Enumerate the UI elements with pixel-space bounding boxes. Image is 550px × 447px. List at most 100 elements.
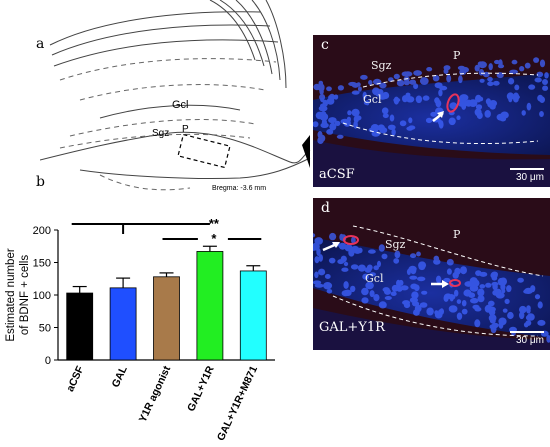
cell-nucleus	[419, 302, 428, 308]
y-tick-label: 200	[33, 225, 51, 237]
cell-nucleus	[514, 84, 520, 91]
cell-nucleus	[341, 267, 349, 272]
cell-nucleus	[393, 97, 401, 103]
cell-nucleus	[317, 136, 324, 144]
cell-nucleus	[319, 83, 325, 92]
cell-nucleus	[378, 244, 385, 252]
cell-nucleus	[419, 77, 429, 85]
bar-2	[153, 276, 180, 361]
cell-nucleus	[448, 305, 458, 313]
cell-nucleus	[443, 68, 449, 74]
panel-label-d: d	[321, 200, 330, 216]
cell-nucleus	[313, 280, 322, 285]
cell-nucleus	[368, 80, 373, 85]
x-tick-label: GAL+Y1R	[185, 364, 217, 414]
cell-nucleus	[521, 110, 526, 116]
cell-nucleus	[408, 117, 413, 124]
label-gcl-d: Gcl	[365, 272, 384, 285]
cell-nucleus	[475, 94, 482, 103]
cell-nucleus	[399, 120, 407, 127]
cell-nucleus	[433, 255, 440, 262]
cell-nucleus	[413, 83, 419, 90]
cell-nucleus	[496, 113, 505, 121]
cell-nucleus	[507, 311, 514, 320]
cell-nucleus	[357, 86, 362, 92]
label-p-c: P	[453, 49, 461, 62]
cell-nucleus	[425, 117, 433, 124]
bar-4	[239, 270, 267, 361]
cell-nucleus	[438, 121, 444, 129]
cell-nucleus	[479, 78, 485, 83]
cell-nucleus	[369, 272, 376, 277]
cell-nucleus	[361, 297, 369, 304]
cell-nucleus	[474, 64, 480, 72]
cell-nucleus	[351, 236, 356, 244]
cell-nucleus	[350, 264, 359, 270]
atlas-label-gcl: Gcl	[172, 99, 189, 111]
cell-nucleus	[396, 79, 405, 87]
cell-nucleus	[313, 242, 320, 251]
cell-nucleus	[524, 62, 531, 69]
cell-nucleus	[542, 85, 549, 91]
cell-nucleus	[373, 294, 380, 302]
scale-bar-c	[510, 168, 544, 170]
cell-nucleus	[314, 256, 320, 264]
cell-nucleus	[381, 253, 388, 260]
cell-nucleus	[336, 134, 344, 139]
cell-nucleus	[410, 267, 417, 275]
cell-nucleus	[318, 268, 326, 276]
cell-nucleus	[484, 110, 491, 118]
cell-nucleus	[328, 93, 336, 101]
hippocampus-atlas-drawing: Gcl P Sgz Bregma: -3.6 mm	[40, 0, 311, 192]
cell-nucleus	[461, 66, 469, 73]
cell-nucleus	[487, 101, 495, 108]
x-tick-label: GAL	[110, 364, 130, 390]
cell-nucleus	[449, 294, 454, 302]
cell-nucleus	[479, 284, 486, 289]
cell-nucleus	[500, 283, 506, 291]
bdnf-bar-chart: Estimated number of BDNF + cells aCSF GAL Y…	[5, 216, 275, 443]
scale-label-c: 30 μm	[516, 172, 544, 183]
cell-nucleus	[390, 291, 397, 296]
cell-nucleus	[379, 127, 388, 134]
cell-nucleus	[379, 82, 387, 89]
cell-nucleus	[340, 118, 350, 124]
y-tick-label: 150	[33, 258, 51, 270]
cell-nucleus	[477, 295, 485, 303]
cell-nucleus	[542, 79, 548, 85]
cell-nucleus	[406, 126, 414, 131]
cell-nucleus	[394, 250, 401, 259]
cell-nucleus	[461, 308, 468, 315]
cell-nucleus	[488, 300, 495, 307]
cell-nucleus	[382, 91, 390, 100]
y-axis-label-line: of BDNF + cells	[19, 255, 31, 335]
micrograph-acsf: c Sgz P Gcl aCSF 30 μm	[313, 35, 550, 187]
cell-nucleus	[490, 326, 497, 334]
label-sgz-d: Sgz	[385, 238, 406, 251]
significance-double-star: **	[209, 216, 220, 231]
y-tick-label: 100	[33, 290, 51, 302]
cell-nucleus	[354, 115, 362, 121]
cell-nucleus	[488, 63, 493, 71]
cell-nucleus	[341, 290, 350, 297]
cell-nucleus	[421, 290, 428, 295]
cell-nucleus	[351, 108, 360, 117]
cell-nucleus	[539, 111, 544, 117]
cell-nucleus	[326, 129, 334, 135]
cell-nucleus	[343, 281, 349, 289]
cell-nucleus	[474, 306, 482, 312]
cell-nucleus	[340, 255, 347, 263]
cell-nucleus	[339, 233, 344, 241]
cell-nucleus	[381, 107, 389, 115]
cell-nucleus	[539, 96, 545, 103]
significance-single-star: *	[211, 231, 217, 246]
cell-nucleus	[313, 121, 319, 128]
atlas-label-p: P	[182, 124, 189, 135]
scale-bar-d	[510, 331, 544, 333]
cell-nucleus	[350, 285, 356, 293]
cell-nucleus	[526, 102, 532, 111]
cell-nucleus	[328, 257, 336, 264]
cell-nucleus	[534, 294, 541, 300]
cell-nucleus	[454, 267, 461, 275]
cell-nucleus	[511, 59, 518, 65]
